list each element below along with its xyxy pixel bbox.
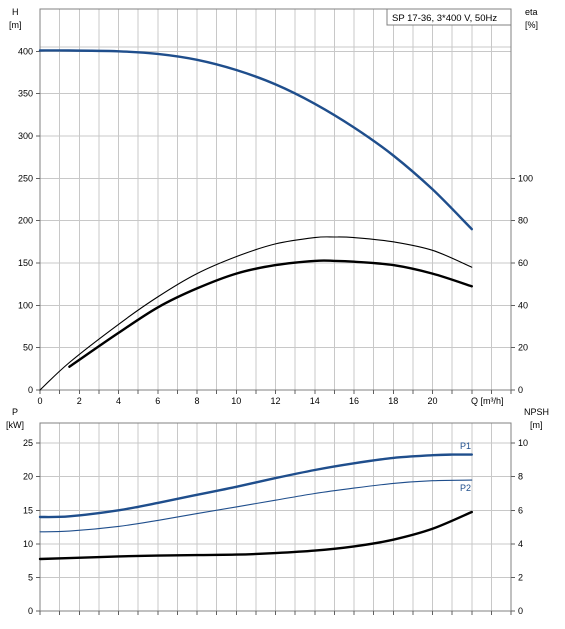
- bottom-right-axis-label-1: NPSH: [524, 407, 549, 417]
- bottom-left-axis-label-2: [kW]: [6, 420, 24, 430]
- p2-curve-label: P2: [460, 483, 471, 493]
- y-right-tick-label: 80: [518, 216, 528, 226]
- y-left-tick-label: 100: [18, 300, 33, 310]
- y-left-tick-label: 25: [23, 438, 33, 448]
- top-grid: [40, 9, 511, 390]
- y-left-tick-label: 400: [18, 46, 33, 56]
- head-curve: [38, 49, 473, 231]
- x-axis-label: Q [m³/h]: [471, 396, 504, 406]
- bottom-right-axis-label-2: [m]: [530, 420, 543, 430]
- y-left-tick-label: 15: [23, 505, 33, 515]
- x-tick-label: 10: [231, 396, 241, 406]
- y-right-tick-label: 2: [518, 572, 523, 582]
- y-right-tick-label: 20: [518, 343, 528, 353]
- top-series: [38, 49, 473, 391]
- y-right-tick-label: 40: [518, 300, 528, 310]
- npsh-curve: [38, 510, 473, 561]
- bottom-grid: [40, 423, 511, 611]
- x-tick-label: 4: [116, 396, 121, 406]
- p1-curve-label: P1: [460, 441, 471, 451]
- y-left-tick-label: 150: [18, 258, 33, 268]
- y-left-tick-label: 20: [23, 472, 33, 482]
- x-tick-label: 14: [310, 396, 320, 406]
- top-right-axis-label-2: [%]: [525, 20, 538, 30]
- y-left-tick-label: 0: [28, 606, 33, 616]
- efficiency-curve-thin: [39, 236, 473, 391]
- y-left-tick-label: 10: [23, 539, 33, 549]
- y-left-tick-label: 250: [18, 173, 33, 183]
- p1-curve: [38, 453, 473, 519]
- efficiency-curve-thick: [68, 259, 473, 368]
- x-tick-label: 8: [194, 396, 199, 406]
- y-left-tick-label: 300: [18, 131, 33, 141]
- y-right-tick-label: 0: [518, 606, 523, 616]
- title-box: [386, 8, 512, 26]
- y-right-tick-label: 60: [518, 258, 528, 268]
- y-right-tick-label: 10: [518, 438, 528, 448]
- y-left-tick-label: 50: [23, 343, 33, 353]
- x-tick-label: 2: [77, 396, 82, 406]
- top-left-axis-label-2: [m]: [9, 20, 22, 30]
- bottom-ticks: 0 5 10 15 20 25 0 2 4 6 8 10: [23, 438, 528, 616]
- y-right-tick-label: 8: [518, 472, 523, 482]
- y-right-tick-label: 4: [518, 539, 523, 549]
- top-right-axis-label-1: eta: [525, 7, 538, 17]
- bottom-plot: 0 5 10 15 20 25 0 2 4 6 8 10 P [kW] NPSH [m] P1 P2: [6, 407, 549, 616]
- x-tick-label: 12: [270, 396, 280, 406]
- x-tick-label: 18: [388, 396, 398, 406]
- y-left-tick-label: 0: [28, 385, 33, 395]
- x-tick-label: 20: [427, 396, 437, 406]
- top-left-axis-label-1: H: [12, 7, 19, 17]
- y-left-tick-label: 200: [18, 216, 33, 226]
- y-left-tick-label: 5: [28, 572, 33, 582]
- y-right-tick-label: 6: [518, 505, 523, 515]
- bottom-series: [38, 453, 473, 561]
- top-plot: 0 50 100 150 200 250 300 350 400 0 20 40 60 80 100 0 2 4 6…: [9, 7, 538, 406]
- y-right-tick-label: 0: [518, 385, 523, 395]
- y-left-tick-label: 350: [18, 89, 33, 99]
- top-ticks: 0 50 100 150 200 250 300 350 400 0 20 40 60 80 100 0 2 4 6…: [18, 46, 533, 406]
- chart-title: SP 17-36, 3*400 V, 50Hz: [392, 13, 497, 24]
- p2-curve: [39, 479, 473, 533]
- y-right-tick-label: 100: [518, 173, 533, 183]
- x-tick-label: 16: [349, 396, 359, 406]
- x-tick-label: 0: [37, 396, 42, 406]
- bottom-left-axis-label-1: P: [12, 407, 18, 417]
- x-tick-label: 6: [155, 396, 160, 406]
